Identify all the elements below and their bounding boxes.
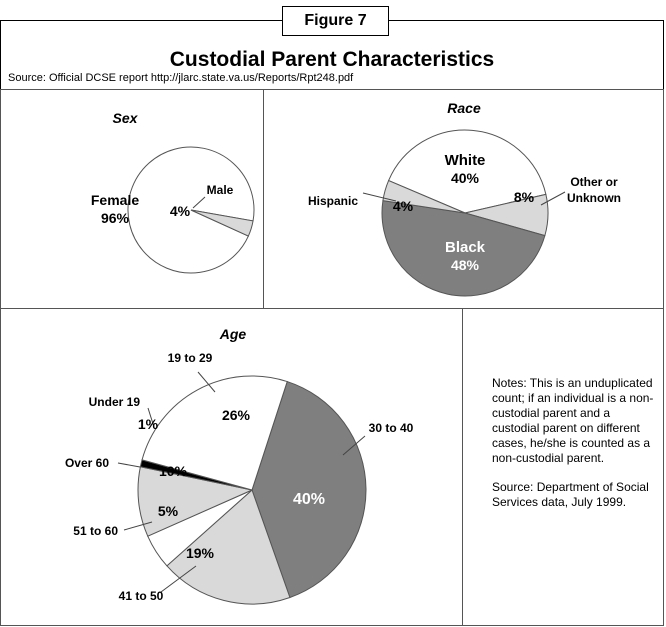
sex-chart-title: Sex xyxy=(112,110,138,126)
age-label-30-to-40: 30 to 40 xyxy=(369,421,414,435)
age-value-under-19: 1% xyxy=(138,416,159,432)
race-leader-hispanic xyxy=(362,192,397,202)
race-slice-black xyxy=(381,200,546,297)
age-chart-title: Age xyxy=(219,326,247,342)
race-value-black: 48% xyxy=(451,257,480,273)
sex-value-female: 96% xyxy=(101,210,130,226)
sex-label-male: Male xyxy=(207,183,234,197)
notes-source: Source: Department of Social Services da… xyxy=(492,480,649,509)
chart-title: Custodial Parent Characteristics xyxy=(169,48,495,71)
notes-panel xyxy=(462,308,664,626)
age-leader-over-60 xyxy=(117,462,141,468)
race-label-hispanic: Hispanic xyxy=(308,194,358,208)
age-label-under-19: Under 19 xyxy=(89,395,141,409)
age-slice-19-to-29 xyxy=(141,375,288,491)
sex-leader-male xyxy=(192,196,206,209)
age-value-41-to-50: 19% xyxy=(186,545,215,561)
figure-label: Figure 7 xyxy=(282,6,389,36)
notes-paragraph: Notes: This is an unduplicated count; if… xyxy=(492,376,654,465)
age-leader-19-to-29 xyxy=(197,371,216,393)
notes-text: Notes: This is an unduplicated count; if… xyxy=(492,376,658,524)
source-line: Source: Official DCSE report http://jlar… xyxy=(8,72,354,84)
age-leader-under-19 xyxy=(147,407,155,428)
age-label-19-to-29: 19 to 29 xyxy=(168,351,213,365)
race-label-other-or-unknown-line1: Other or xyxy=(570,175,618,189)
race-slice-hispanic xyxy=(382,179,466,214)
race-label-black: Black xyxy=(445,239,486,256)
race-chart-title: Race xyxy=(447,100,481,116)
race-value-white: 40% xyxy=(451,170,480,186)
age-slice-30-to-40 xyxy=(251,380,367,599)
race-value-other-or-unknown: 8% xyxy=(514,189,535,205)
race-slice-white xyxy=(387,129,547,214)
age-leader-51-to-60 xyxy=(123,521,153,531)
age-slice-41-to-50 xyxy=(166,489,291,605)
age-value-30-to-40: 40% xyxy=(293,491,325,508)
age-leader-30-to-40 xyxy=(342,435,366,456)
race-label-white: White xyxy=(445,152,486,169)
age-label-41-to-50: 41 to 50 xyxy=(119,589,164,603)
sex-label-female: Female xyxy=(91,192,139,208)
age-value-19-to-29: 26% xyxy=(222,407,251,423)
age-label-over-60: Over 60 xyxy=(65,456,109,470)
sex-value-male: 4% xyxy=(170,203,191,219)
age-label-51-to-60: 51 to 60 xyxy=(73,524,118,538)
race-label-other-or-unknown-line2: Unknown xyxy=(567,191,621,205)
sex-slice-male xyxy=(190,209,254,237)
age-value-over-60: 10% xyxy=(159,463,188,479)
race-value-hispanic: 4% xyxy=(393,198,414,214)
race-leader-other-or-unknown xyxy=(540,191,566,206)
age-leader-41-to-50 xyxy=(160,565,197,593)
age-value-51-to-60: 5% xyxy=(158,503,179,519)
